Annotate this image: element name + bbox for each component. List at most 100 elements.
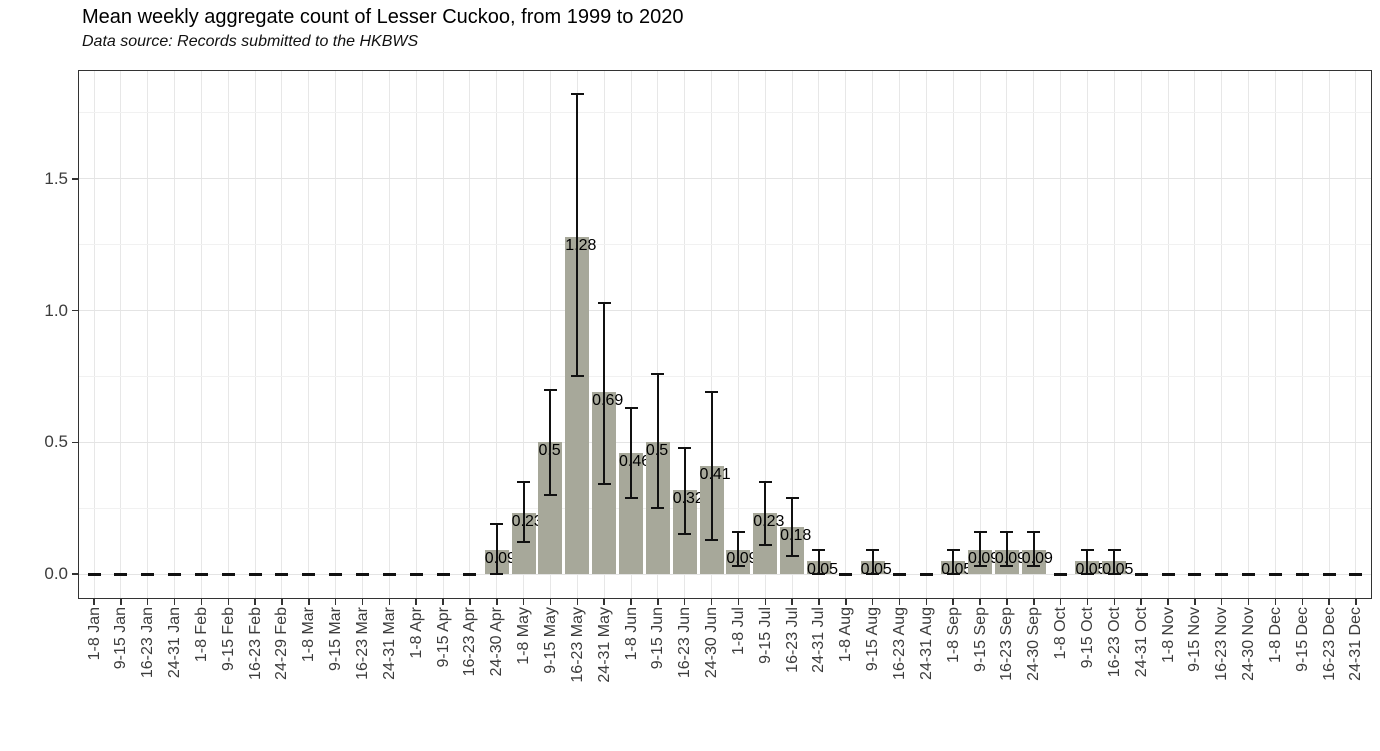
gridline-vertical <box>147 70 149 599</box>
error-bar-line <box>1113 550 1116 574</box>
y-axis-label: 1.5 <box>44 168 68 188</box>
gridline-vertical <box>657 70 659 599</box>
zero-dash <box>1268 572 1282 576</box>
zero-dash <box>1242 572 1256 576</box>
x-axis-label: 16-23 Jul <box>783 607 801 673</box>
chart-subtitle: Data source: Records submitted to the HK… <box>82 33 419 50</box>
gridline-vertical <box>200 70 202 599</box>
gridline-vertical <box>818 70 820 599</box>
gridline-vertical <box>764 70 766 599</box>
error-bar-line <box>576 94 579 377</box>
gridline-vertical <box>845 70 847 599</box>
zero-dash <box>1188 572 1202 576</box>
zero-dash <box>221 572 235 576</box>
error-bar-line <box>979 531 982 567</box>
gridline-vertical <box>254 70 256 599</box>
x-axis-label: 24-30 Sep <box>1025 607 1043 681</box>
gridline-vertical <box>174 70 176 599</box>
y-axis-tick <box>72 178 78 180</box>
gridline-vertical <box>1301 70 1303 599</box>
error-bar-cap-bottom <box>543 493 557 496</box>
x-axis-tick <box>227 599 229 605</box>
x-axis-tick <box>1113 599 1116 605</box>
x-axis-tick <box>173 599 176 605</box>
gridline-vertical <box>362 70 363 599</box>
x-axis-label: 16-23 Apr <box>461 607 479 677</box>
x-axis-tick <box>1006 599 1008 605</box>
gridline-vertical <box>1167 70 1169 599</box>
error-bar-cap-bottom <box>946 573 960 575</box>
x-axis-label: 24-30 Jun <box>703 607 721 679</box>
error-bar-cap-bottom <box>1107 573 1121 575</box>
x-axis-label: 9-15 Nov <box>1186 607 1204 672</box>
zero-dash <box>382 572 396 576</box>
zero-dash <box>839 572 853 576</box>
error-bar-cap-bottom <box>731 565 745 568</box>
x-axis-label: 9-15 Sep <box>971 607 989 672</box>
error-bar-cap-bottom <box>490 573 504 575</box>
zero-dash <box>1322 572 1336 576</box>
x-axis-tick <box>361 599 364 605</box>
bar: 0.23 <box>753 513 784 574</box>
gridline-vertical <box>1060 70 1062 599</box>
x-axis-label: 1-8 Dec <box>1266 607 1284 664</box>
x-axis-tick <box>1328 599 1330 605</box>
error-bar-cap-bottom <box>705 538 719 541</box>
gridline-vertical <box>335 70 337 599</box>
error-bar-cap-top <box>597 301 611 304</box>
gridline-vertical <box>684 70 686 599</box>
x-axis-tick <box>388 599 391 605</box>
x-axis-label: 1-8 Sep <box>944 607 962 664</box>
x-axis-tick <box>1059 599 1062 605</box>
error-bar-cap-top <box>705 391 719 394</box>
gridline-vertical <box>737 70 739 599</box>
x-axis-label: 1-8 Feb <box>192 607 210 663</box>
gridline-vertical <box>549 70 551 599</box>
error-bar-line <box>737 531 740 567</box>
x-axis-label: 24-31 Mar <box>380 607 398 680</box>
x-axis-tick <box>764 599 766 605</box>
error-bar-line <box>656 373 659 509</box>
x-axis-tick <box>469 599 471 605</box>
gridline-vertical <box>308 70 310 599</box>
x-axis-label: 1-8 Jan <box>85 607 103 661</box>
gridline-minor <box>78 112 1372 114</box>
x-axis-tick <box>1167 599 1169 605</box>
x-axis-label: 1-8 Aug <box>837 607 855 663</box>
gridline-vertical <box>952 70 954 599</box>
error-bar-line <box>1032 531 1035 567</box>
error-bar-cap-top <box>1080 549 1094 552</box>
zero-dash <box>409 572 423 576</box>
gridline-minor <box>78 375 1372 377</box>
x-axis-tick <box>952 599 954 605</box>
error-bar-cap-top <box>624 406 638 409</box>
zero-dash <box>194 572 208 576</box>
error-bar-cap-bottom <box>517 541 531 544</box>
error-bar-line <box>522 481 525 543</box>
error-bar-cap-bottom <box>758 544 772 546</box>
error-bar-line <box>764 481 767 545</box>
x-axis-tick <box>254 599 256 605</box>
zero-dash <box>1215 572 1229 576</box>
error-bar-line <box>603 302 606 485</box>
x-axis-tick <box>146 599 149 605</box>
error-bar-cap-top <box>490 522 504 525</box>
x-axis-label: 16-23 Mar <box>354 607 371 680</box>
x-axis-label: 24-31 Jul <box>810 607 828 673</box>
x-axis-tick <box>308 599 310 605</box>
chart-title: Mean weekly aggregate count of Lesser Cu… <box>82 6 684 28</box>
error-bar-line <box>952 550 955 574</box>
x-axis-label: 16-23 Aug <box>891 607 908 680</box>
gridline-vertical <box>281 70 283 599</box>
error-bar-line <box>549 389 552 495</box>
error-bar-cap-bottom <box>1027 565 1041 568</box>
x-axis-tick <box>1355 599 1357 605</box>
error-bar-cap-bottom <box>1000 565 1014 568</box>
x-axis-label: 24-30 Apr <box>488 607 506 677</box>
gridline-vertical <box>1033 70 1035 599</box>
x-axis-label: 9-15 Jan <box>112 607 130 670</box>
gridline-vertical <box>1006 70 1008 599</box>
gridline-vertical <box>415 70 417 599</box>
gridline-vertical <box>630 70 632 599</box>
x-axis-label: 24-30 Nov <box>1240 607 1258 681</box>
